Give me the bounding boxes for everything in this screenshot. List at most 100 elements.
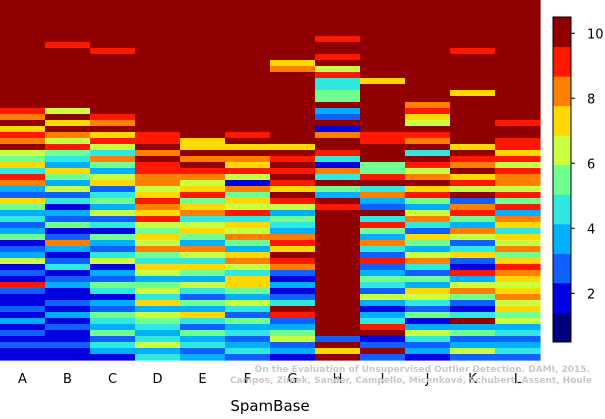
heatmap-cell-J-23 (405, 138, 451, 145)
heatmap-cell-J-7 (405, 42, 451, 49)
heatmap-cell-H-10 (315, 60, 361, 67)
heatmap-cell-J-18 (405, 108, 451, 115)
heatmap-cell-E-10 (180, 60, 226, 67)
heatmap-cell-C-26 (90, 156, 136, 163)
heatmap-cell-J-24 (405, 144, 451, 151)
heatmap-cell-G-23 (270, 138, 316, 145)
heatmap-cell-J-11 (405, 66, 451, 73)
heatmap-cell-A-37 (0, 222, 46, 229)
heatmap-cell-L-34 (495, 204, 541, 211)
heatmap-cell-J-27 (405, 162, 451, 169)
heatmap-cell-F-6 (225, 36, 271, 43)
heatmap-cell-B-47 (45, 282, 91, 289)
heatmap-cell-A-56 (0, 336, 46, 343)
heatmap-cell-H-12 (315, 72, 361, 79)
heatmap-cell-L-16 (495, 96, 541, 103)
heatmap-cell-B-43 (45, 258, 91, 265)
heatmap-cell-J-57 (405, 342, 451, 349)
heatmap-cell-J-35 (405, 210, 451, 217)
heatmap-cell-H-57 (315, 342, 361, 349)
heatmap-cell-D-24 (135, 144, 181, 151)
heatmap-cell-A-9 (0, 54, 46, 61)
heatmap-cell-C-39 (90, 234, 136, 241)
heatmap-cell-K-15 (450, 90, 496, 97)
heatmap-cell-L-17 (495, 102, 541, 109)
heatmap-cell-I-33 (360, 198, 406, 205)
heatmap-cell-D-59 (135, 354, 181, 361)
heatmap-cell-A-39 (0, 234, 46, 241)
colorbar-swatch-2 (553, 253, 571, 284)
heatmap-cell-F-12 (225, 72, 271, 79)
heatmap-cell-H-36 (315, 216, 361, 223)
heatmap-cell-H-1 (315, 6, 361, 13)
heatmap-cell-H-8 (315, 48, 361, 55)
heatmap-cell-E-38 (180, 228, 226, 235)
heatmap-cell-K-45 (450, 270, 496, 277)
heatmap-cell-H-38 (315, 228, 361, 235)
x-tick-label-A: A (18, 372, 27, 387)
heatmap-cell-E-27 (180, 162, 226, 169)
heatmap-cell-L-59 (495, 354, 541, 361)
heatmap-cell-I-14 (360, 84, 406, 91)
heatmap-cell-F-51 (225, 306, 271, 313)
heatmap-cell-A-34 (0, 204, 46, 211)
heatmap-cell-F-0 (225, 0, 271, 7)
heatmap-cell-A-3 (0, 18, 46, 25)
heatmap-cell-D-53 (135, 318, 181, 325)
heatmap-cell-H-16 (315, 96, 361, 103)
heatmap-cell-E-42 (180, 252, 226, 259)
heatmap-cell-G-14 (270, 84, 316, 91)
heatmap-cell-D-4 (135, 24, 181, 31)
heatmap-cell-E-19 (180, 114, 226, 121)
heatmap-cell-G-45 (270, 270, 316, 277)
heatmap-cell-H-27 (315, 162, 361, 169)
heatmap-cell-E-11 (180, 66, 226, 73)
heatmap-cell-H-56 (315, 336, 361, 343)
heatmap-cell-F-5 (225, 30, 271, 37)
heatmap-cell-A-30 (0, 180, 46, 187)
heatmap-cell-E-18 (180, 108, 226, 115)
heatmap-cell-C-20 (90, 120, 136, 127)
heatmap-cell-A-29 (0, 174, 46, 181)
heatmap-cell-H-14 (315, 84, 361, 91)
heatmap-cell-E-41 (180, 246, 226, 253)
heatmap-cell-D-20 (135, 120, 181, 127)
heatmap-cell-J-53 (405, 318, 451, 325)
heatmap-cell-E-23 (180, 138, 226, 145)
heatmap-cell-C-17 (90, 102, 136, 109)
heatmap-cell-A-20 (0, 120, 46, 127)
heatmap-cell-F-56 (225, 336, 271, 343)
heatmap-cell-G-50 (270, 300, 316, 307)
heatmap-cell-B-17 (45, 102, 91, 109)
colorbar-swatch-3 (553, 223, 571, 254)
heatmap-cell-G-44 (270, 264, 316, 271)
heatmap-cell-L-45 (495, 270, 541, 277)
heatmap-cell-E-15 (180, 90, 226, 97)
heatmap-cell-C-57 (90, 342, 136, 349)
heatmap-cell-I-31 (360, 186, 406, 193)
heatmap-cell-D-45 (135, 270, 181, 277)
heatmap-cell-C-8 (90, 48, 136, 55)
heatmap-cell-L-3 (495, 18, 541, 25)
heatmap-cell-G-39 (270, 234, 316, 241)
heatmap-cell-D-33 (135, 198, 181, 205)
heatmap-cell-B-16 (45, 96, 91, 103)
heatmap-cell-E-12 (180, 72, 226, 79)
heatmap-cell-D-19 (135, 114, 181, 121)
heatmap-cell-D-34 (135, 204, 181, 211)
heatmap-cell-D-9 (135, 54, 181, 61)
heatmap-cell-H-32 (315, 192, 361, 199)
heatmap-cell-K-11 (450, 66, 496, 73)
heatmap-cell-A-36 (0, 216, 46, 223)
heatmap-cell-L-23 (495, 138, 541, 145)
heatmap-cell-H-2 (315, 12, 361, 19)
heatmap-cell-H-29 (315, 174, 361, 181)
heatmap-cell-F-39 (225, 234, 271, 241)
heatmap-cell-J-43 (405, 258, 451, 265)
heatmap-cell-I-29 (360, 174, 406, 181)
heatmap-cell-D-6 (135, 36, 181, 43)
heatmap-cell-D-32 (135, 192, 181, 199)
heatmap-cell-E-58 (180, 348, 226, 355)
heatmap-cell-A-38 (0, 228, 46, 235)
heatmap-cell-E-53 (180, 318, 226, 325)
